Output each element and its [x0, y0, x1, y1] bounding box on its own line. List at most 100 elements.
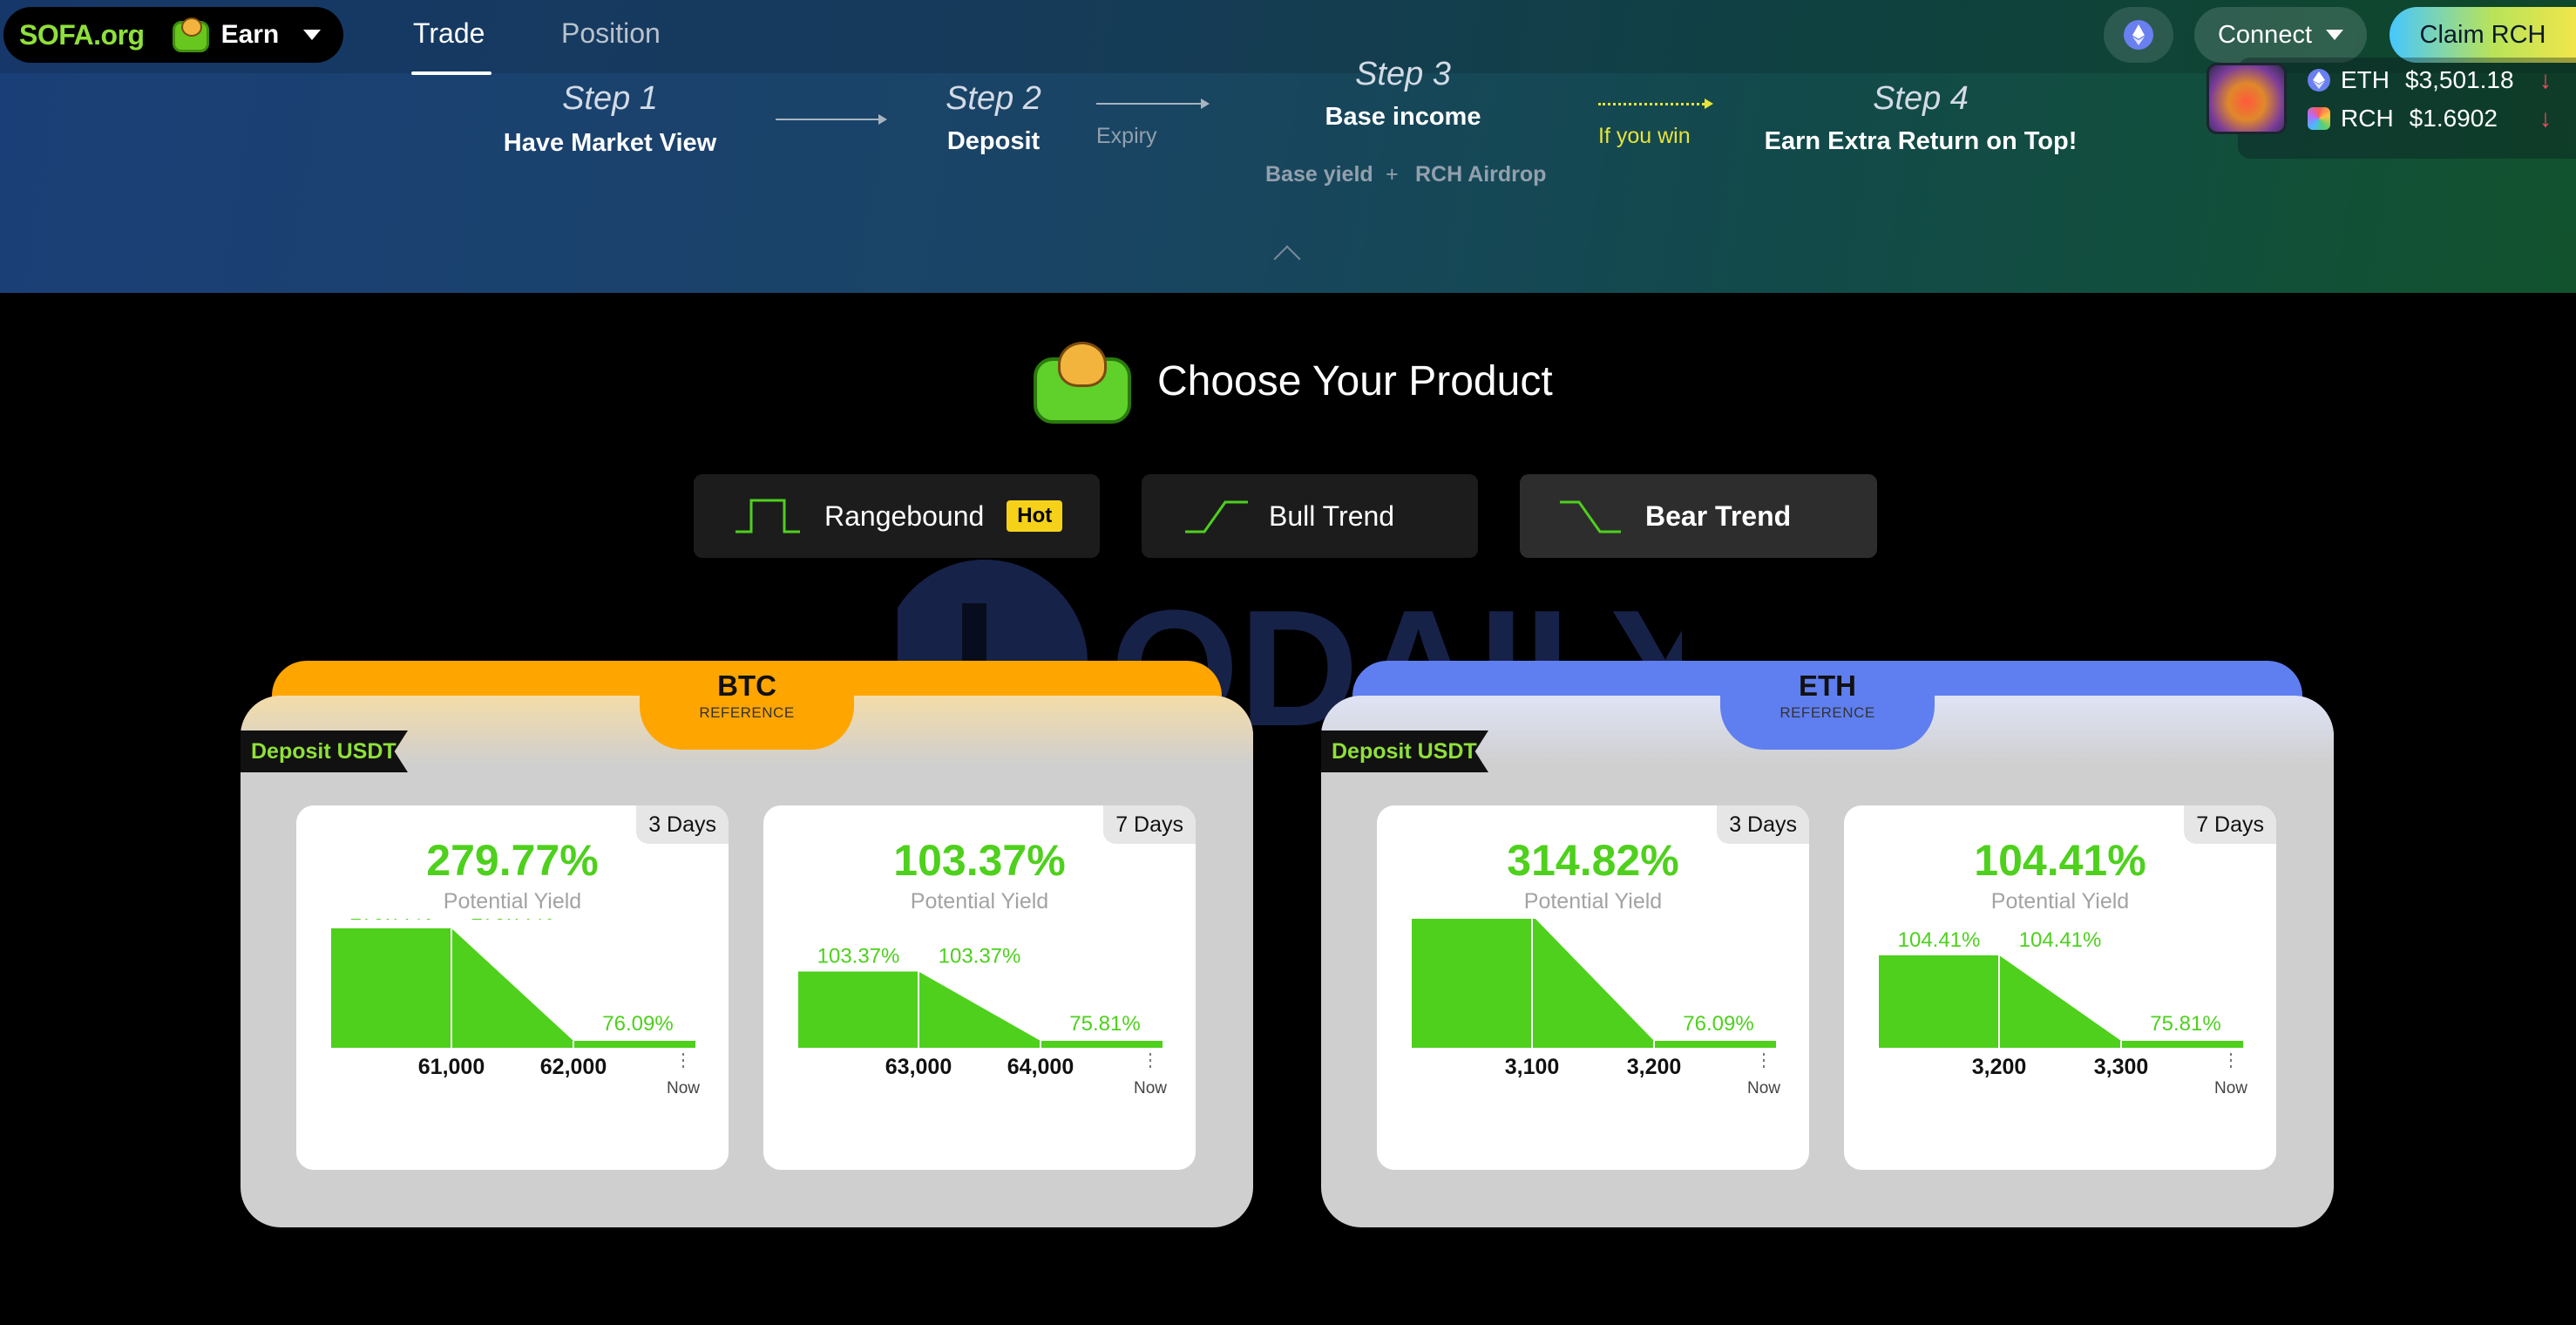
data-label-low: 76.09% [602, 1012, 673, 1036]
potential-yield-label: Potential Yield [1990, 889, 2130, 914]
step-arrow-win [1598, 99, 1713, 109]
data-label-high-left: 103.37% [817, 944, 900, 968]
active-tab-indicator [411, 71, 491, 75]
payoff-bar-high [798, 971, 919, 1048]
data-label-high-right: 104.41% [2019, 928, 2102, 952]
base-yield-label: Base yield [1265, 162, 1373, 187]
deposit-usdt-tag: Deposit USDT [241, 730, 408, 772]
payoff-bar-high [1879, 955, 1999, 1048]
payoff-bar-high [1412, 919, 1532, 1048]
network-selector[interactable] [2104, 7, 2173, 63]
data-label-low: 76.09% [1683, 1012, 1753, 1036]
rch-icon [2308, 107, 2330, 130]
payoff-bar-low [2121, 1041, 2243, 1048]
hot-badge: Hot [1007, 500, 1063, 532]
rangebound-icon [736, 499, 800, 533]
duration-badge: 7 Days [2184, 805, 2276, 844]
data-label-high-left: 279.77% [350, 919, 433, 925]
payoff-bar-slope [451, 928, 573, 1048]
potential-yield-label: Potential Yield [910, 889, 1049, 914]
step-1-title: Step 1 [562, 80, 658, 117]
product-card[interactable]: 7 Days 104.41% Potential Yield 104.41% 10… [1844, 805, 2276, 1170]
product-card[interactable]: 3 Days 314.82% Potential Yield 314.82%31… [1377, 805, 1809, 1170]
plus-sign: + [1386, 162, 1399, 187]
brand-menu[interactable]: SOFA.org Earn [3, 7, 343, 63]
strike-label-high: 3,300 [2094, 1055, 2149, 1079]
step-2-title: Step 2 [946, 80, 1041, 117]
header-banner: SOFA.org Earn Trade Position Connect Cla… [0, 0, 2576, 293]
product-menu-label[interactable]: Earn [220, 20, 280, 49]
tab-rangebound[interactable]: Rangebound Hot [694, 474, 1100, 558]
potential-yield-value: 279.77% [426, 836, 599, 885]
step-1-subtitle: Have Market View [503, 129, 717, 157]
data-label-low: 75.81% [1069, 1012, 1140, 1036]
expiry-label: Expiry [1096, 124, 1157, 148]
price-value: $3,501.18 [2405, 66, 2514, 93]
strike-label-high: 3,200 [1627, 1055, 1682, 1079]
product-card[interactable]: 7 Days 103.37% Potential Yield 103.37% 10… [763, 805, 1196, 1170]
strike-label-low: 3,100 [1505, 1055, 1560, 1079]
duration-badge: 3 Days [1717, 805, 1809, 844]
tab-bull-trend[interactable]: Bull Trend [1142, 474, 1478, 558]
price-row-eth: ETH $3,501.18 ↓ [2308, 66, 2552, 94]
deposit-usdt-tag: Deposit USDT [1321, 730, 1488, 772]
step-4-subtitle: Earn Extra Return on Top! [1764, 127, 2078, 155]
bear-trend-icon [1560, 500, 1621, 533]
price-row-rch: RCH $1.6902 ↓ [2308, 105, 2552, 132]
price-ticker [2238, 58, 2576, 159]
asset-name: ETH [1799, 669, 1856, 702]
price-value: $1.6902 [2409, 105, 2498, 132]
product-card[interactable]: 3 Days 279.77% Potential Yield 279.77%27… [296, 805, 729, 1170]
potential-yield-label: Potential Yield [443, 889, 582, 914]
step-arrow [776, 114, 887, 125]
potential-yield-label: Potential Yield [1523, 889, 1663, 914]
data-label-low: 75.81% [2150, 1012, 2220, 1036]
asset-name: BTC [717, 669, 776, 702]
tab-label: Bear Trend [1645, 499, 1792, 532]
duration-badge: 7 Days [1103, 805, 1196, 844]
tab-trade[interactable]: Trade [413, 17, 485, 49]
payoff-chart: 103.37% 103.37% 75.81% 63,000 64,000 Now [798, 944, 1167, 1097]
if-you-win-label: If you win [1598, 124, 1691, 148]
ethereum-icon [2124, 20, 2153, 50]
reference-label: REFERENCE [1779, 704, 1875, 721]
chevron-down-icon[interactable] [303, 30, 322, 40]
strike-label-low: 61,000 [418, 1055, 485, 1079]
step-4-title: Step 4 [1873, 80, 1969, 117]
step-arrow [1096, 99, 1210, 109]
arrow-down-icon: ↓ [2539, 105, 2552, 132]
avatar[interactable] [2207, 63, 2287, 134]
now-label: Now [1134, 1079, 1167, 1097]
mascot-icon [1032, 340, 1133, 427]
arrow-down-icon: ↓ [2539, 66, 2552, 93]
potential-yield-value: 104.41% [1974, 836, 2146, 885]
payoff-bar-low [1654, 1041, 1776, 1048]
claim-rch-button[interactable]: Claim RCH [2390, 7, 2576, 63]
asset-panel-btc: BTC REFERENCE Deposit USDT 3 Days 279.77… [241, 661, 1253, 1227]
step-3-subtitle: Base income [1325, 103, 1481, 131]
payoff-bar-slope [919, 971, 1041, 1048]
claim-label: Claim RCH [2419, 20, 2546, 49]
strike-label-high: 62,000 [540, 1055, 607, 1079]
now-label: Now [2214, 1079, 2247, 1097]
tab-bear-trend[interactable]: Bear Trend [1520, 474, 1877, 558]
connect-wallet-button[interactable]: Connect [2194, 7, 2367, 63]
duration-badge: 3 Days [636, 805, 729, 844]
rch-airdrop-label: RCH Airdrop [1415, 162, 1547, 187]
sofa-logo[interactable]: SOFA.org [19, 18, 145, 51]
price-symbol: RCH [2341, 105, 2394, 132]
choose-product-title: Choose Your Product [1157, 358, 1553, 404]
payoff-bar-low [1041, 1041, 1163, 1048]
chevron-down-icon [2326, 30, 2343, 40]
tab-position[interactable]: Position [561, 17, 661, 49]
asset-panel-eth: ETH REFERENCE Deposit USDT 3 Days 314.82… [1321, 661, 2334, 1227]
chevron-up-icon[interactable] [1273, 245, 1301, 273]
top-navigation [0, 0, 2576, 73]
payoff-bar-slope [1532, 919, 1654, 1048]
payoff-chart: 279.77% 279.77% 76.09% 61,000 62,000 Now [331, 919, 700, 1097]
tab-label: Rangebound [824, 499, 985, 532]
now-label: Now [667, 1079, 700, 1097]
payoff-bar-slope [1999, 955, 2121, 1048]
step-2-subtitle: Deposit [946, 127, 1041, 155]
